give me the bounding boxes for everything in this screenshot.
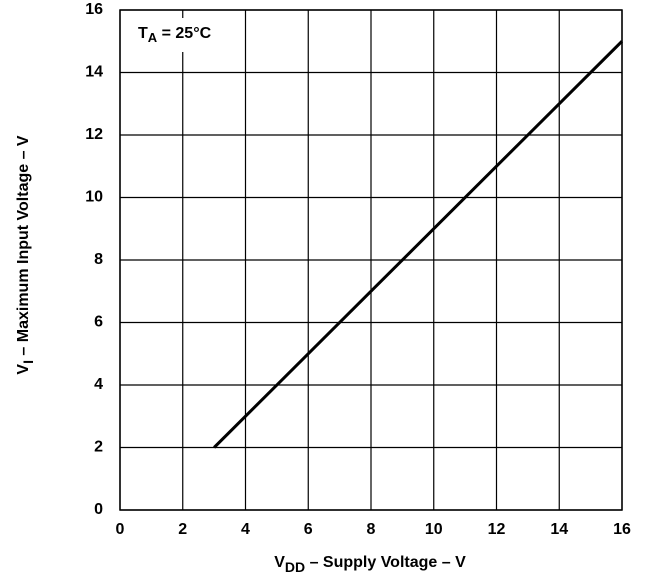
y-tick-label: 2 xyxy=(94,439,103,456)
x-tick-label: 16 xyxy=(613,521,631,538)
x-tick-label: 4 xyxy=(241,521,250,538)
x-axis-title: VDD – Supply Voltage – V xyxy=(274,554,466,574)
annotation-rest: = 25°C xyxy=(157,25,211,42)
y-label-main: V xyxy=(15,364,32,375)
annotation-box xyxy=(132,18,244,52)
x-label-sub: DD xyxy=(285,559,305,575)
y-label-rest: – Maximum Input Voltage – V xyxy=(15,135,32,360)
y-tick-label: 0 xyxy=(94,501,103,518)
x-tick-label: 12 xyxy=(488,521,506,538)
y-tick-label: 12 xyxy=(85,126,103,143)
x-tick-label: 14 xyxy=(550,521,568,538)
y-tick-label: 10 xyxy=(85,189,103,206)
y-tick-label: 16 xyxy=(85,1,103,18)
annotation-main: T xyxy=(138,25,148,42)
annotation: TA = 25°C xyxy=(138,25,212,45)
data-line xyxy=(213,40,624,449)
annotation-sub: A xyxy=(148,30,158,45)
x-tick-label: 10 xyxy=(425,521,443,538)
x-tick-label: 6 xyxy=(304,521,313,538)
y-tick-label: 14 xyxy=(85,64,103,81)
x-label-rest: – Supply Voltage – V xyxy=(305,554,466,571)
y-tick-label: 4 xyxy=(94,376,103,393)
y-label-sub: I xyxy=(20,360,36,364)
y-tick-label: 8 xyxy=(94,251,103,268)
y-tick-label: 6 xyxy=(94,314,103,331)
x-tick-label: 8 xyxy=(367,521,376,538)
x-label-main: V xyxy=(274,554,285,571)
x-tick-label: 0 xyxy=(116,521,125,538)
x-tick-label: 2 xyxy=(178,521,187,538)
y-axis-title: VI – Maximum Input Voltage – V xyxy=(15,135,35,375)
